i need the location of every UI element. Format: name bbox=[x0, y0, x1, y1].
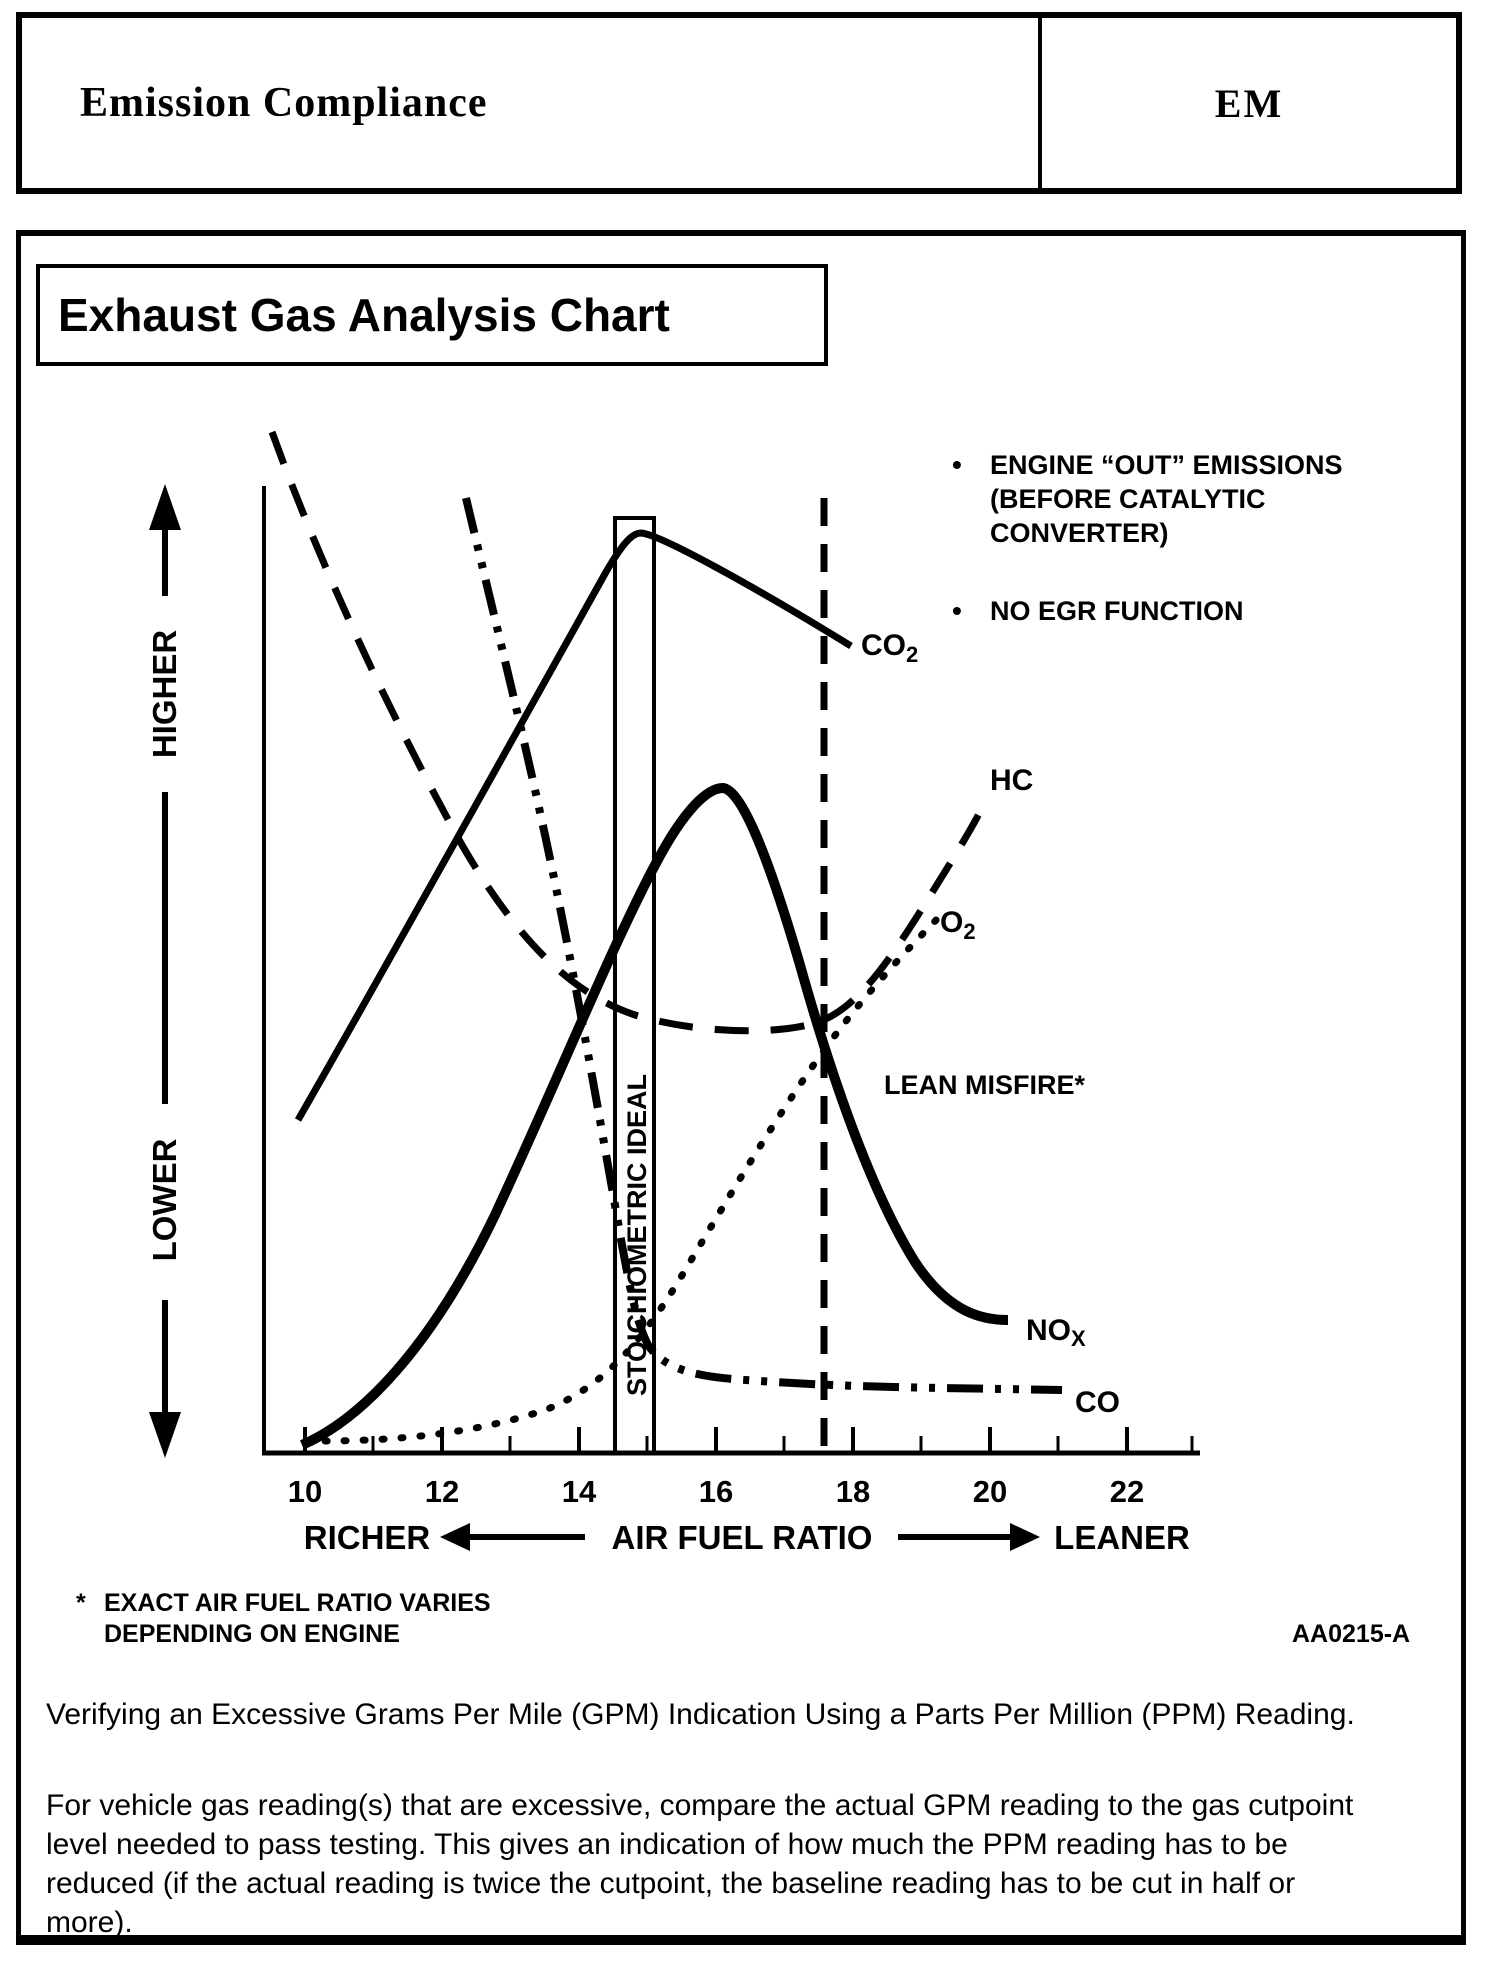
footnote-line1: EXACT AIR FUEL RATIO VARIES bbox=[104, 1589, 491, 1617]
right-arrow-icon bbox=[1010, 1523, 1040, 1551]
x-axis-major-ticks bbox=[303, 1427, 1129, 1453]
figure-title: Exhaust Gas Analysis Chart bbox=[58, 289, 670, 341]
co-curve-label: CO bbox=[1075, 1386, 1120, 1419]
left-arrow-icon bbox=[440, 1523, 470, 1551]
chart-footnote: * EXACT AIR FUEL RATIO VARIES DEPENDING … bbox=[76, 1588, 491, 1650]
lean-misfire-label: LEAN MISFIRE* bbox=[884, 1070, 1086, 1100]
page-header: Emission Compliance EM bbox=[16, 12, 1462, 194]
o2-curve-label: O2 bbox=[940, 906, 976, 944]
co2-curve bbox=[294, 529, 853, 1122]
note-no-egr-text: NO EGR FUNCTION bbox=[990, 596, 1244, 626]
bullet-icon: • bbox=[952, 449, 962, 480]
chart-notes: • ENGINE “OUT” EMISSIONS (BEFORE CATALYT… bbox=[952, 448, 1432, 672]
arrow-down-icon bbox=[149, 1412, 181, 1458]
stoichiometric-box bbox=[613, 516, 656, 1455]
x-axis-title: AIR FUEL RATIO bbox=[612, 1519, 873, 1556]
figure-title-box: Exhaust Gas Analysis Chart bbox=[36, 264, 828, 366]
o2-curve bbox=[302, 914, 942, 1445]
stoichiometric-label: STOICHIOMETRIC IDEAL bbox=[622, 1074, 652, 1396]
x-tick-20: 20 bbox=[973, 1474, 1007, 1509]
x-tick-22: 22 bbox=[1110, 1474, 1144, 1509]
x-tick-12: 12 bbox=[425, 1474, 459, 1509]
figure-frame bbox=[16, 230, 1466, 1945]
note-engine-out-text: ENGINE “OUT” EMISSIONS (BEFORE CATALYTIC… bbox=[990, 450, 1343, 548]
co2-curve-label: CO2 bbox=[861, 629, 918, 667]
y-axis-lower-label: LOWER bbox=[146, 1138, 183, 1261]
note-no-egr: • NO EGR FUNCTION bbox=[952, 594, 1432, 628]
nox-curve-label: NOX bbox=[1026, 1314, 1086, 1351]
x-tick-18: 18 bbox=[836, 1474, 870, 1509]
richer-label: RICHER bbox=[304, 1519, 431, 1556]
y-axis-higher-label: HIGHER bbox=[146, 630, 183, 759]
header-code-cell: EM bbox=[1038, 18, 1456, 188]
x-tick-16: 16 bbox=[699, 1474, 733, 1509]
x-tick-14: 14 bbox=[562, 1474, 597, 1509]
body-heading: Verifying an Excessive Grams Per Mile (G… bbox=[46, 1698, 1355, 1731]
nox-curve bbox=[300, 782, 1009, 1450]
figure-code: AA0215-A bbox=[1292, 1620, 1411, 1648]
arrow-up-icon bbox=[149, 484, 181, 530]
co-curve bbox=[462, 497, 1063, 1394]
footnote-line2: DEPENDING ON ENGINE bbox=[104, 1620, 400, 1648]
lower-label-mask bbox=[146, 1104, 184, 1300]
header-title-cell: Emission Compliance bbox=[22, 18, 1038, 188]
x-tick-10: 10 bbox=[288, 1474, 322, 1509]
higher-label-mask bbox=[146, 596, 184, 792]
hc-curve-label: HC bbox=[990, 764, 1033, 797]
bullet-icon: • bbox=[952, 595, 962, 626]
page-title: Emission Compliance bbox=[80, 80, 488, 126]
section-code: EM bbox=[1214, 80, 1284, 126]
hc-curve bbox=[268, 430, 984, 1035]
leaner-label: LEANER bbox=[1054, 1519, 1190, 1556]
body-paragraph: For vehicle gas reading(s) that are exce… bbox=[46, 1789, 1354, 1939]
note-engine-out: • ENGINE “OUT” EMISSIONS (BEFORE CATALYT… bbox=[952, 448, 1432, 550]
x-axis-minor-ticks bbox=[371, 1436, 1194, 1453]
footnote-marker: * bbox=[76, 1589, 86, 1617]
